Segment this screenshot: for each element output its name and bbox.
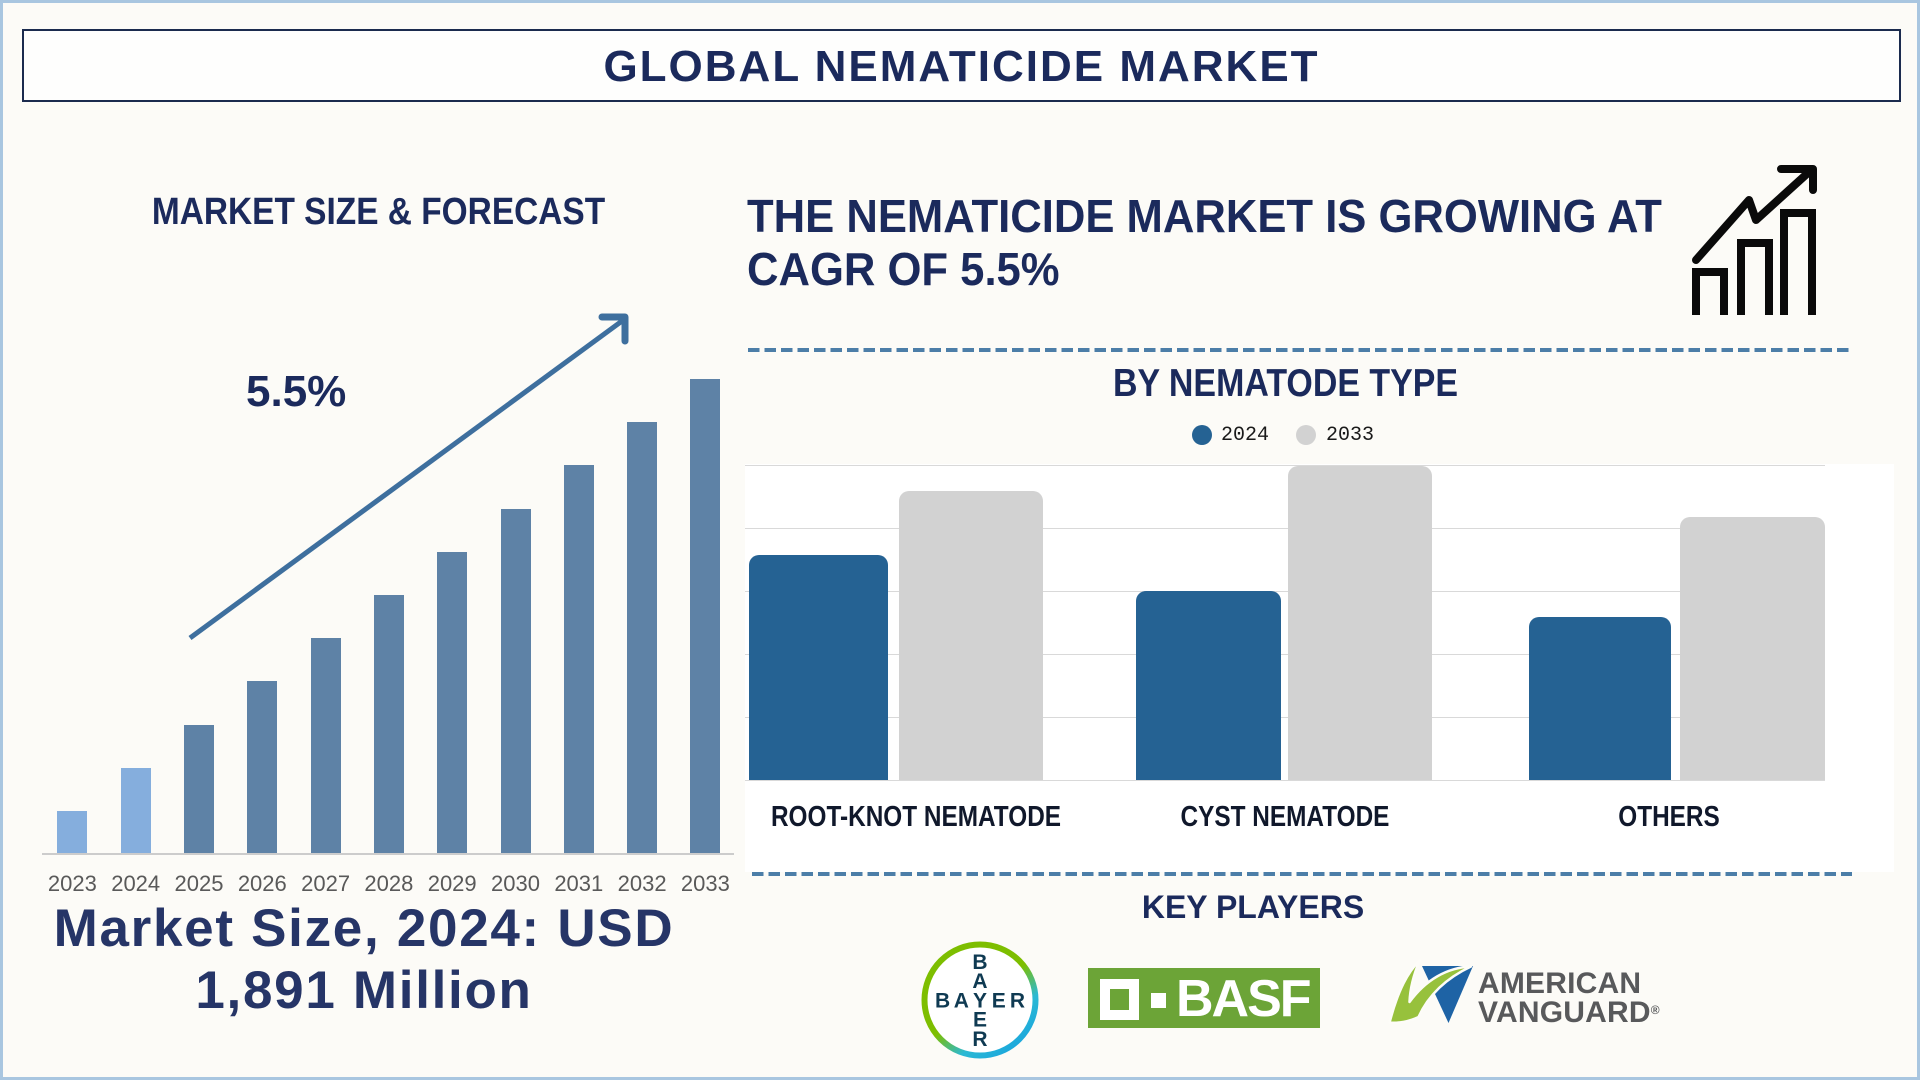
svg-text:B: B (972, 951, 987, 974)
svg-text:R: R (1010, 989, 1025, 1012)
svg-text:A: A (972, 970, 987, 993)
svg-text:E: E (992, 989, 1006, 1012)
svg-text:B: B (935, 989, 950, 1012)
svg-text:Y: Y (973, 989, 987, 1012)
svg-text:A: A (954, 989, 969, 1012)
svg-text:R: R (972, 1028, 987, 1051)
svg-text:E: E (973, 1009, 987, 1032)
